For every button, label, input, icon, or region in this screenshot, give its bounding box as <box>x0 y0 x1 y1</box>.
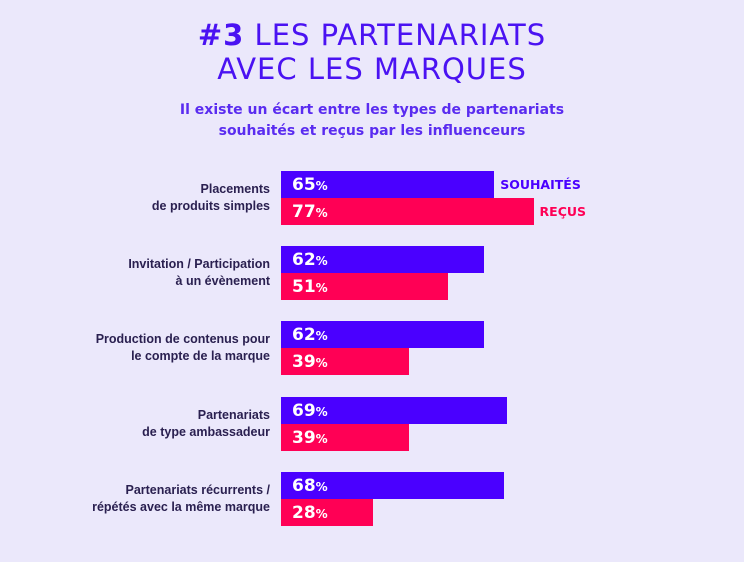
data-label: 68% <box>292 475 328 496</box>
category-label: Placements de produits simples <box>151 182 270 213</box>
bar-souhaites: 62% <box>281 246 485 274</box>
data-label: 62% <box>292 250 328 271</box>
category-label: Production de contenus pour le compte de … <box>95 332 270 364</box>
bar-recus: 39% <box>281 423 409 451</box>
data-label: 69% <box>292 400 328 421</box>
bar-souhaites: 69% <box>281 396 508 424</box>
data-label: 77% <box>292 202 328 222</box>
bar-recus: 77% <box>281 198 534 225</box>
bar-recus: 51% <box>281 273 449 301</box>
data-label: 62% <box>292 325 328 346</box>
subtitle-line1: Il existe un écart entre les types de pa… <box>179 102 565 118</box>
category-label: Invitation / Participation à un évènement <box>128 257 270 289</box>
subtitle-line2: souhaités et reçus par les influenceurs <box>218 123 526 139</box>
data-label: 65% <box>292 175 328 195</box>
bar-souhaites: 62% <box>281 321 485 349</box>
data-label: 39% <box>292 352 328 373</box>
data-label: 51% <box>292 277 328 298</box>
chart-subtitle: Il existe un écart entre les types de pa… <box>0 100 744 142</box>
title-line1: LES PARTENARIATS <box>254 18 547 52</box>
bar-recus: 39% <box>281 348 409 376</box>
bar-souhaites: 68% <box>281 471 505 499</box>
category-label: Partenariats de type ambassadeur <box>142 407 270 439</box>
bar-souhaites: 65% <box>281 171 495 198</box>
legend-recus: REÇUS <box>539 204 587 219</box>
legend-souhaites: SOUHAITÉS <box>500 177 581 192</box>
data-label: 28% <box>292 502 328 523</box>
title-prefix: #3 <box>197 18 245 52</box>
chart-title: #3 LES PARTENARIATS AVEC LES MARQUES <box>0 18 744 86</box>
data-label: 39% <box>292 427 328 448</box>
bar-recus: 28% <box>281 498 373 526</box>
category-label: Partenariats récurrents / répétés avec la… <box>92 482 270 514</box>
title-line2: AVEC LES MARQUES <box>217 52 527 86</box>
